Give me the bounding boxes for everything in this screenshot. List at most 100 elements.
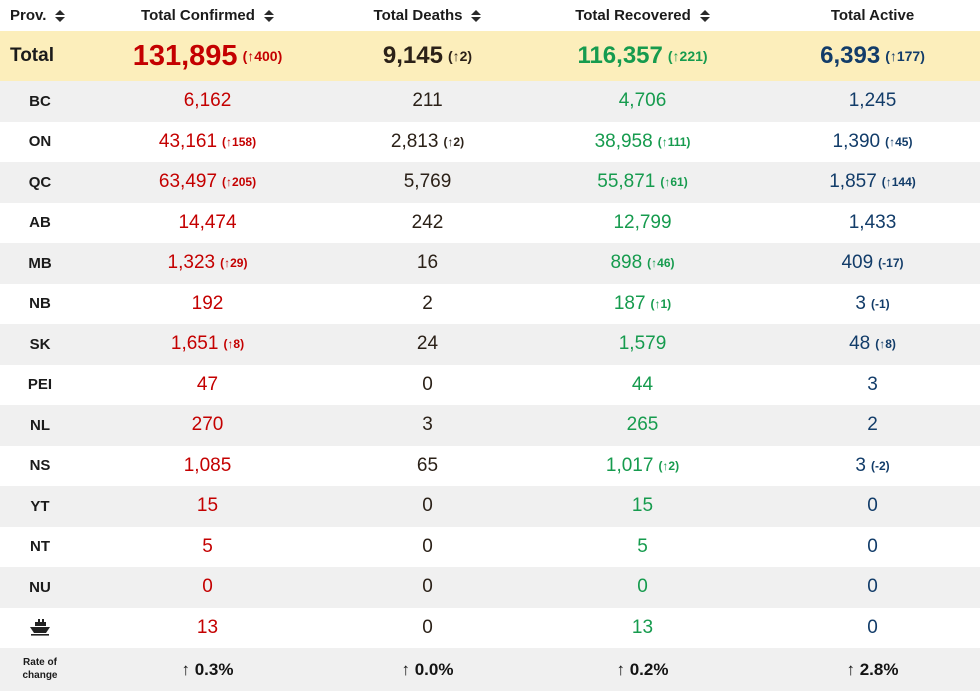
province-label: QC: [28, 173, 52, 191]
column-header-prov[interactable]: Prov.: [0, 0, 80, 31]
value: 0: [422, 535, 433, 557]
province-label: ON: [28, 133, 52, 151]
value: 0: [637, 576, 648, 598]
deaths-cell: 65: [335, 446, 520, 487]
value: 1,323: [167, 252, 216, 274]
value: 1,857: [829, 171, 877, 193]
value: 63,497: [158, 171, 218, 193]
ship-icon: [30, 619, 50, 636]
deaths-cell: 0: [335, 608, 520, 649]
table-header: Prov. Total Confirmed Total Deaths Total…: [0, 0, 980, 31]
value: 0: [867, 576, 878, 598]
table-row: ON 43,161 (↑158) 2,813 (↑2) 38,958 (↑111) 1,390…: [0, 122, 980, 163]
confirmed-cell: 192: [80, 284, 335, 325]
delta: (↑2): [443, 134, 465, 149]
recovered-cell: 0: [520, 567, 765, 608]
rate-value: ↑ 0.2%: [616, 659, 669, 679]
value: 65: [416, 454, 439, 476]
value: 6,162: [183, 90, 232, 112]
delta: (↑8): [223, 337, 245, 352]
value: 2,813: [390, 130, 439, 152]
rate-value: ↑ 0.0%: [401, 659, 454, 679]
value: 9,145: [382, 42, 443, 69]
rate-active-cell: ↑ 2.8%: [765, 648, 980, 691]
value: 5: [637, 535, 648, 557]
recovered-cell: 15: [520, 486, 765, 527]
active-cell: 1,433: [765, 203, 980, 244]
value: 1,433: [848, 211, 897, 233]
table-row: YT 15 0 15 0: [0, 486, 980, 527]
value: 265: [626, 414, 659, 436]
delta: (-1): [870, 296, 890, 311]
value: 24: [416, 333, 439, 355]
table-row: NB 192 2 187 (↑1) 3 (-1): [0, 284, 980, 325]
recovered-cell: 38,958 (↑111): [520, 122, 765, 163]
confirmed-cell: 0: [80, 567, 335, 608]
active-cell: 409 (-17): [765, 243, 980, 284]
recovered-cell: 44: [520, 365, 765, 406]
province-label: PEI: [27, 376, 53, 394]
value: 0: [422, 616, 433, 638]
confirmed-cell: 1,323 (↑29): [80, 243, 335, 284]
delta: (↑29): [220, 256, 248, 271]
delta: (↑177): [885, 48, 925, 64]
total-confirmed-cell: 131,895 (↑400): [80, 31, 335, 81]
table-row: PEI 47 0 44 3: [0, 365, 980, 406]
confirmed-cell: 270: [80, 405, 335, 446]
delta: (↑2): [447, 48, 473, 64]
province-label: AB: [29, 214, 51, 232]
column-header-deaths[interactable]: Total Deaths: [335, 0, 520, 31]
value: 1,245: [848, 90, 897, 112]
province-label: YT: [30, 497, 50, 515]
delta: (↑8): [875, 337, 896, 352]
deaths-cell: 2,813 (↑2): [335, 122, 520, 163]
active-cell: 3: [765, 365, 980, 406]
total-recovered-cell: 116,357 (↑221): [520, 31, 765, 81]
sort-icon[interactable]: [263, 9, 274, 22]
sort-icon[interactable]: [55, 9, 66, 22]
ship-icon-cell: [0, 608, 80, 649]
total-label: Total: [10, 45, 54, 66]
column-header-recovered[interactable]: Total Recovered: [520, 0, 765, 31]
delta: (↑45): [885, 134, 913, 149]
value: 38,958: [594, 130, 653, 152]
total-active-cell: 6,393 (↑177): [765, 31, 980, 81]
deaths-cell: 0: [335, 365, 520, 406]
recovered-cell: 13: [520, 608, 765, 649]
rate-value: ↑ 0.3%: [181, 659, 234, 679]
sort-icon[interactable]: [699, 9, 710, 22]
value: 409: [841, 252, 874, 274]
value: 47: [196, 373, 219, 395]
total-deaths-cell: 9,145 (↑2): [335, 31, 520, 81]
value: 14,474: [178, 211, 237, 233]
table-body: BC 6,162 211 4,706 1,245 ON 43,161 (↑158) 2,813 (…: [0, 81, 980, 608]
delta: (↑400): [242, 48, 283, 64]
rate-value: ↑ 2.8%: [846, 659, 899, 679]
sort-icon[interactable]: [471, 9, 482, 22]
active-cell: 48 (↑8): [765, 324, 980, 365]
column-header-confirmed[interactable]: Total Confirmed: [80, 0, 335, 31]
value: 3: [855, 454, 866, 476]
deaths-cell: 0: [335, 527, 520, 568]
column-header-label: Total Active: [830, 7, 915, 24]
table-row: BC 6,162 211 4,706 1,245: [0, 81, 980, 122]
value: 116,357: [577, 42, 663, 69]
table-row: SK 1,651 (↑8) 24 1,579 48 (↑8): [0, 324, 980, 365]
active-cell: 0: [765, 527, 980, 568]
value: 3: [855, 292, 866, 314]
value: 13: [631, 616, 654, 638]
value: 5,769: [403, 171, 452, 193]
repatriated-row: 13 0 13 0: [0, 608, 980, 649]
province-label: MB: [28, 254, 52, 272]
province-label: NU: [29, 578, 51, 596]
confirmed-cell: 15: [80, 486, 335, 527]
rate-recovered-cell: ↑ 0.2%: [520, 648, 765, 691]
rate-deaths-cell: ↑ 0.0%: [335, 648, 520, 691]
deaths-cell: 3: [335, 405, 520, 446]
column-header-active[interactable]: Total Active: [765, 0, 980, 31]
delta: (↑221): [667, 48, 708, 64]
value: 0: [202, 576, 213, 598]
confirmed-cell: 5: [80, 527, 335, 568]
rate-label-cell: Rate of change: [0, 648, 80, 691]
